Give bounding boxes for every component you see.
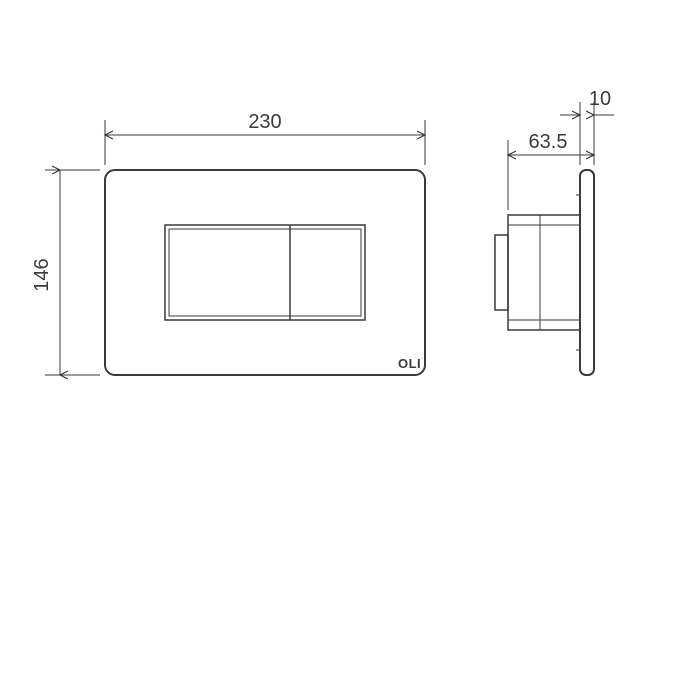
side-view [495, 170, 594, 375]
dimension-thickness-10: 10 [560, 88, 614, 165]
dimension-label: 146 [31, 258, 53, 291]
front-plate-outline [105, 170, 425, 375]
technical-drawing: OLI 230 146 10 [0, 0, 700, 700]
dimension-label: 230 [248, 111, 281, 133]
brand-logo: OLI [398, 356, 421, 371]
dimension-label: 63.5 [529, 131, 568, 153]
dimension-label: 10 [589, 88, 611, 110]
side-step [495, 235, 508, 310]
side-body [508, 215, 580, 330]
button-panel [165, 225, 365, 320]
side-plate [580, 170, 594, 375]
front-view: OLI [105, 170, 425, 375]
dimension-depth-63: 63.5 [508, 131, 594, 210]
dimension-width-230: 230 [105, 111, 425, 165]
dimension-height-146: 146 [31, 170, 100, 375]
button-panel-bevel [169, 229, 361, 316]
